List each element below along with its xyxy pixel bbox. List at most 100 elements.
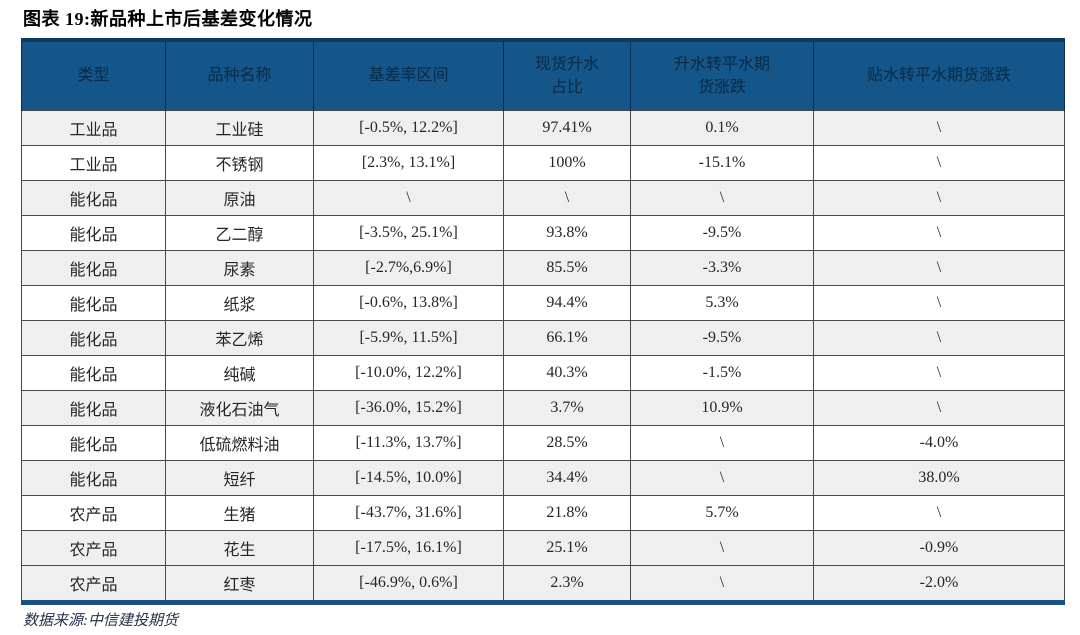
table-row: 农产品 红枣 [-46.9%, 0.6%] 2.3% \ -2.0% [21,565,1065,603]
cell-discount-to-par-change: \ [813,320,1065,356]
cell-type: 工业品 [21,110,166,146]
cell-spot-premium-ratio: 25.1% [503,530,631,566]
cell-discount-to-par-change: \ [813,180,1065,216]
table-header: 类型 品种名称 基差率区间 现货升水 占比 升水转平水期 货涨跌 贴水转平水期货… [21,40,1065,111]
cell-variety-name: 原油 [165,180,314,216]
table-row: 工业品 工业硅 [-0.5%, 12.2%] 97.41% 0.1% \ [21,110,1065,146]
cell-premium-to-par-change: 5.7% [630,495,814,531]
cell-type: 能化品 [21,390,166,426]
cell-variety-name: 乙二醇 [165,215,314,251]
cell-basis-rate-range: [-11.3%, 13.7%] [313,425,504,461]
cell-spot-premium-ratio: 66.1% [503,320,631,356]
cell-basis-rate-range: [-14.5%, 10.0%] [313,460,504,496]
cell-basis-rate-range: [-43.7%, 31.6%] [313,495,504,531]
cell-spot-premium-ratio: 2.3% [503,565,631,603]
cell-spot-premium-ratio: 28.5% [503,425,631,461]
cell-variety-name: 苯乙烯 [165,320,314,356]
cell-premium-to-par-change: -9.5% [630,215,814,251]
cell-basis-rate-range: [-0.5%, 12.2%] [313,110,504,146]
cell-discount-to-par-change: \ [813,355,1065,391]
cell-variety-name: 纸浆 [165,285,314,321]
cell-type: 能化品 [21,285,166,321]
table-row: 能化品 短纤 [-14.5%, 10.0%] 34.4% \ 38.0% [21,460,1065,496]
figure-title: 图表 19:新品种上市后基差变化情况 [23,9,313,29]
table-row: 能化品 纸浆 [-0.6%, 13.8%] 94.4% 5.3% \ [21,285,1065,321]
cell-spot-premium-ratio: 3.7% [503,390,631,426]
cell-basis-rate-range: [-46.9%, 0.6%] [313,565,504,603]
cell-variety-name: 尿素 [165,250,314,286]
cell-type: 能化品 [21,180,166,216]
col-header-basis-rate-range: 基差率区间 [313,40,504,111]
cell-spot-premium-ratio: 34.4% [503,460,631,496]
cell-discount-to-par-change: \ [813,285,1065,321]
cell-basis-rate-range: [2.3%, 13.1%] [313,145,504,181]
cell-variety-name: 红枣 [165,565,314,603]
cell-premium-to-par-change: 0.1% [630,110,814,146]
cell-spot-premium-ratio: 97.41% [503,110,631,146]
cell-basis-rate-range: [-3.5%, 25.1%] [313,215,504,251]
cell-discount-to-par-change: \ [813,250,1065,286]
cell-premium-to-par-change: 10.9% [630,390,814,426]
cell-type: 能化品 [21,355,166,391]
cell-spot-premium-ratio: 85.5% [503,250,631,286]
cell-spot-premium-ratio: 93.8% [503,215,631,251]
cell-discount-to-par-change: -4.0% [813,425,1065,461]
col-header-spot-premium-ratio: 现货升水 占比 [503,40,631,111]
cell-discount-to-par-change: \ [813,110,1065,146]
cell-type: 能化品 [21,460,166,496]
cell-type: 能化品 [21,425,166,461]
cell-variety-name: 不锈钢 [165,145,314,181]
cell-premium-to-par-change: 5.3% [630,285,814,321]
cell-type: 农产品 [21,495,166,531]
cell-variety-name: 花生 [165,530,314,566]
cell-basis-rate-range: [-5.9%, 11.5%] [313,320,504,356]
cell-discount-to-par-change: \ [813,390,1065,426]
table-row: 农产品 生猪 [-43.7%, 31.6%] 21.8% 5.7% \ [21,495,1065,531]
cell-discount-to-par-change: \ [813,145,1065,181]
cell-type: 能化品 [21,215,166,251]
table-body: 工业品 工业硅 [-0.5%, 12.2%] 97.41% 0.1% \ 工业品 不锈钢 [2.… [21,110,1065,603]
table-row: 农产品 花生 [-17.5%, 16.1%] 25.1% \ -0.9% [21,530,1065,566]
table-row: 能化品 乙二醇 [-3.5%, 25.1%] 93.8% -9.5% \ [21,215,1065,251]
cell-premium-to-par-change: \ [630,460,814,496]
table-row: 能化品 液化石油气 [-36.0%, 15.2%] 3.7% 10.9% \ [21,390,1065,426]
col-header-variety-name: 品种名称 [165,40,314,111]
cell-variety-name: 低硫燃料油 [165,425,314,461]
cell-premium-to-par-change: \ [630,425,814,461]
cell-spot-premium-ratio: 21.8% [503,495,631,531]
basis-change-table: 类型 品种名称 基差率区间 现货升水 占比 升水转平水期 货涨跌 贴水转平水期货… [21,38,1065,605]
table-row: 能化品 苯乙烯 [-5.9%, 11.5%] 66.1% -9.5% \ [21,320,1065,356]
cell-premium-to-par-change: -1.5% [630,355,814,391]
table-row: 能化品 低硫燃料油 [-11.3%, 13.7%] 28.5% \ -4.0% [21,425,1065,461]
cell-discount-to-par-change: 38.0% [813,460,1065,496]
header-row: 类型 品种名称 基差率区间 现货升水 占比 升水转平水期 货涨跌 贴水转平水期货… [21,40,1065,111]
cell-basis-rate-range: [-0.6%, 13.8%] [313,285,504,321]
cell-spot-premium-ratio: 40.3% [503,355,631,391]
cell-variety-name: 短纤 [165,460,314,496]
table-row: 能化品 原油 \ \ \ \ [21,180,1065,216]
cell-discount-to-par-change: -0.9% [813,530,1065,566]
cell-spot-premium-ratio: 94.4% [503,285,631,321]
cell-premium-to-par-change: \ [630,180,814,216]
cell-basis-rate-range: [-2.7%,6.9%] [313,250,504,286]
cell-discount-to-par-change: \ [813,215,1065,251]
cell-spot-premium-ratio: 100% [503,145,631,181]
cell-spot-premium-ratio: \ [503,180,631,216]
cell-premium-to-par-change: \ [630,565,814,603]
cell-variety-name: 纯碱 [165,355,314,391]
cell-variety-name: 液化石油气 [165,390,314,426]
cell-type: 能化品 [21,250,166,286]
cell-type: 农产品 [21,530,166,566]
cell-basis-rate-range: [-10.0%, 12.2%] [313,355,504,391]
table-row: 能化品 纯碱 [-10.0%, 12.2%] 40.3% -1.5% \ [21,355,1065,391]
cell-premium-to-par-change: -3.3% [630,250,814,286]
cell-type: 能化品 [21,320,166,356]
cell-type: 工业品 [21,145,166,181]
cell-premium-to-par-change: -9.5% [630,320,814,356]
cell-premium-to-par-change: -15.1% [630,145,814,181]
col-header-type: 类型 [21,40,166,111]
data-source-note: 数据来源:中信建投期货 [23,613,178,629]
cell-basis-rate-range: [-17.5%, 16.1%] [313,530,504,566]
col-header-discount-to-par-change: 贴水转平水期货涨跌 [813,40,1065,111]
